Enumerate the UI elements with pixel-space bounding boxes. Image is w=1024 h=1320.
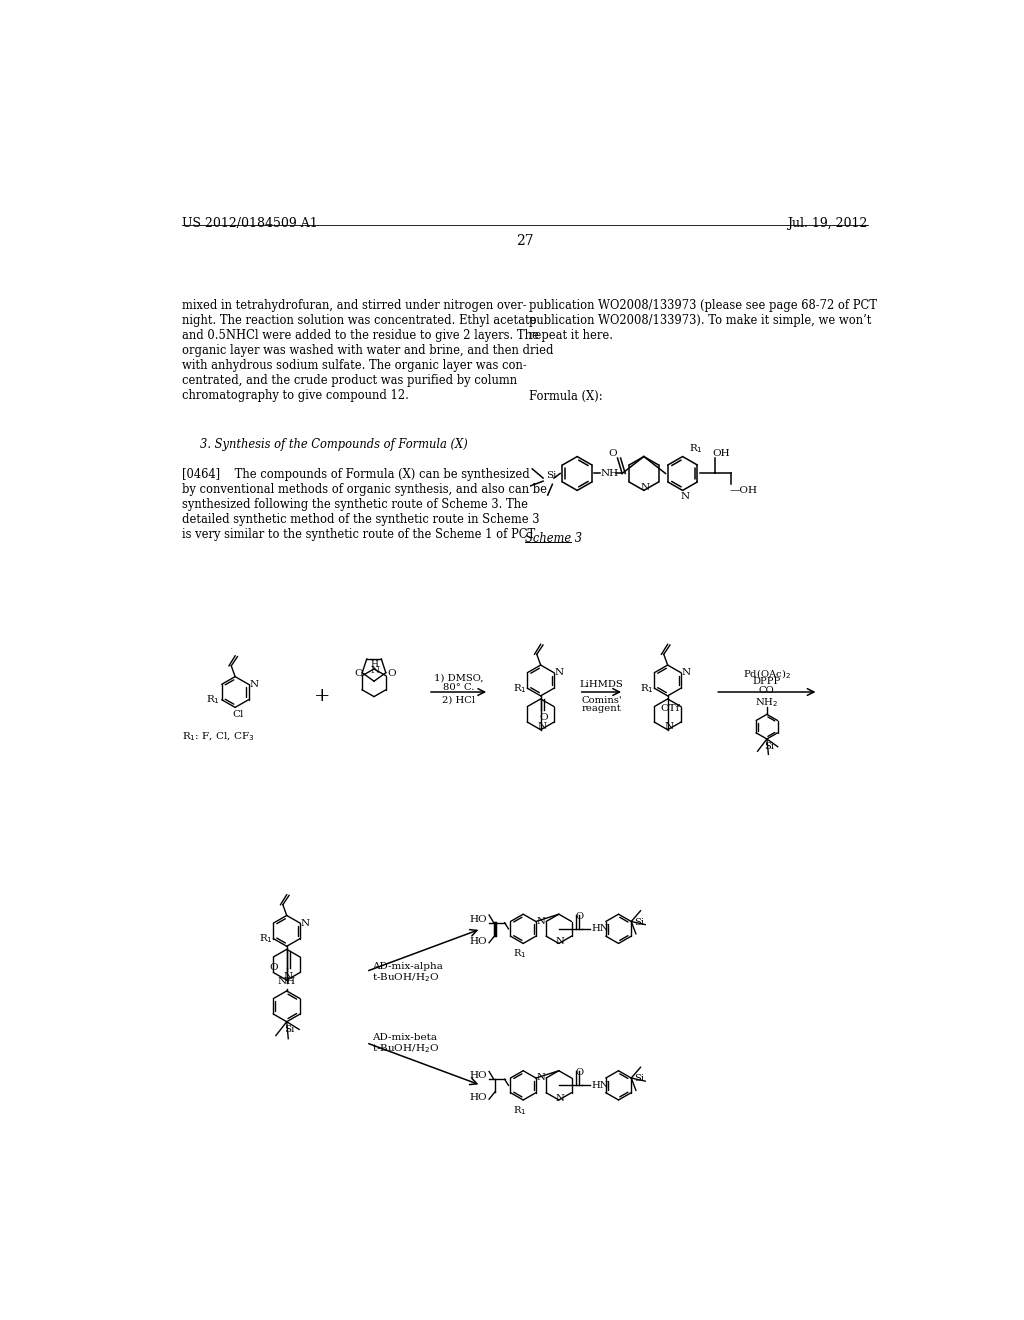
Text: O: O bbox=[575, 1068, 584, 1077]
Text: R$_1$: F, Cl, CF$_3$: R$_1$: F, Cl, CF$_3$ bbox=[182, 730, 255, 743]
Text: R$_1$: R$_1$ bbox=[513, 948, 526, 960]
Text: Si: Si bbox=[285, 1024, 295, 1034]
Text: HO: HO bbox=[470, 915, 487, 924]
Text: t-BuOH/H$_2$O: t-BuOH/H$_2$O bbox=[373, 1043, 439, 1056]
Text: O: O bbox=[608, 449, 617, 458]
Text: O: O bbox=[539, 713, 548, 722]
Text: R$_1$: R$_1$ bbox=[206, 693, 219, 706]
Text: Si: Si bbox=[634, 917, 644, 927]
Text: US 2012/0184509 A1: US 2012/0184509 A1 bbox=[182, 218, 317, 231]
Text: 2) HCl: 2) HCl bbox=[442, 696, 475, 705]
Text: 1) DMSO,: 1) DMSO, bbox=[434, 673, 483, 682]
Text: Si: Si bbox=[765, 742, 774, 751]
Text: N: N bbox=[301, 919, 310, 928]
Text: +: + bbox=[314, 688, 331, 705]
Text: OTf: OTf bbox=[659, 704, 679, 713]
Text: N: N bbox=[556, 937, 564, 946]
Text: —OH: —OH bbox=[729, 486, 757, 495]
Text: 80° C.: 80° C. bbox=[442, 682, 474, 692]
Text: Jul. 19, 2012: Jul. 19, 2012 bbox=[787, 218, 867, 231]
Text: Comins': Comins' bbox=[581, 696, 622, 705]
Text: HO: HO bbox=[470, 1093, 487, 1102]
Text: R$_1$: R$_1$ bbox=[689, 442, 702, 455]
Text: N: N bbox=[538, 722, 547, 731]
Text: NH: NH bbox=[600, 469, 618, 478]
Text: CO: CO bbox=[759, 686, 775, 694]
Text: NH: NH bbox=[278, 977, 296, 986]
Text: reagent: reagent bbox=[582, 705, 622, 713]
Text: Formula (X):: Formula (X): bbox=[528, 391, 602, 403]
Text: t-BuOH/H$_2$O: t-BuOH/H$_2$O bbox=[373, 972, 439, 985]
Text: publication WO2008/133973 (please see page 68-72 of PCT
publication WO2008/13397: publication WO2008/133973 (please see pa… bbox=[528, 298, 877, 342]
Text: N: N bbox=[371, 665, 380, 675]
Text: O: O bbox=[269, 964, 279, 973]
Text: [0464]    The compounds of Formula (X) can be synthesized
by conventional method: [0464] The compounds of Formula (X) can … bbox=[182, 469, 547, 541]
Text: N: N bbox=[537, 917, 546, 925]
Text: N: N bbox=[680, 492, 689, 502]
Text: HN: HN bbox=[592, 924, 609, 933]
Text: LiHMDS: LiHMDS bbox=[580, 680, 624, 689]
Text: R$_1$: R$_1$ bbox=[513, 682, 526, 694]
Text: OH: OH bbox=[712, 449, 730, 458]
Text: O: O bbox=[575, 912, 584, 921]
Text: N: N bbox=[284, 973, 293, 982]
Text: HO: HO bbox=[470, 936, 487, 945]
Text: AD-mix-beta: AD-mix-beta bbox=[373, 1034, 437, 1043]
Text: Si: Si bbox=[546, 471, 557, 480]
Text: R$_1$: R$_1$ bbox=[513, 1104, 526, 1117]
Text: O: O bbox=[354, 669, 364, 678]
Text: R$_1$: R$_1$ bbox=[259, 932, 272, 945]
Text: N: N bbox=[556, 1094, 564, 1102]
Text: NH$_2$: NH$_2$ bbox=[756, 697, 778, 709]
Text: mixed in tetrahydrofuran, and stirred under nitrogen over-
night. The reaction s: mixed in tetrahydrofuran, and stirred un… bbox=[182, 298, 553, 401]
Text: 27: 27 bbox=[516, 234, 534, 248]
Text: N: N bbox=[682, 668, 691, 677]
Text: H: H bbox=[371, 660, 379, 669]
Text: Pd(OAc)$_2$: Pd(OAc)$_2$ bbox=[743, 668, 791, 681]
Text: N: N bbox=[555, 668, 564, 677]
Text: Cl: Cl bbox=[232, 710, 244, 719]
Text: HO: HO bbox=[470, 1072, 487, 1081]
Text: DPPP: DPPP bbox=[753, 677, 781, 685]
Text: N: N bbox=[249, 680, 258, 689]
Text: 3. Synthesis of the Compounds of Formula (X): 3. Synthesis of the Compounds of Formula… bbox=[201, 438, 468, 451]
Text: N: N bbox=[665, 722, 674, 731]
Text: R$_1$: R$_1$ bbox=[640, 682, 653, 694]
Text: O: O bbox=[387, 669, 396, 678]
Text: Si: Si bbox=[634, 1074, 644, 1084]
Text: AD-mix-alpha: AD-mix-alpha bbox=[373, 962, 443, 972]
Text: HN: HN bbox=[592, 1081, 609, 1090]
Text: Scheme 3: Scheme 3 bbox=[524, 532, 582, 545]
Text: N: N bbox=[641, 483, 650, 492]
Text: N: N bbox=[537, 1073, 546, 1082]
